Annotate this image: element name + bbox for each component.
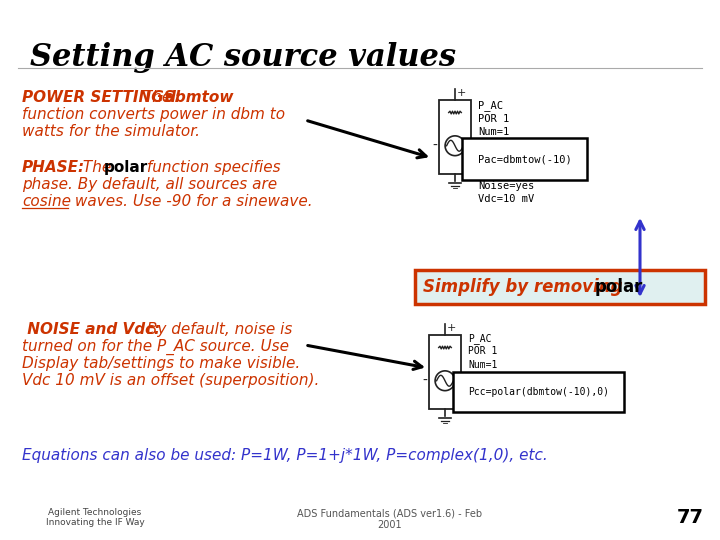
Text: function converts power in dbm to: function converts power in dbm to [22, 107, 285, 122]
Text: POR 1: POR 1 [468, 347, 498, 356]
Text: +: + [447, 323, 456, 333]
Text: Display tab/settings to make visible.: Display tab/settings to make visible. [22, 356, 300, 371]
Text: phase. By default, all sources are: phase. By default, all sources are [22, 177, 277, 192]
Text: -: - [432, 139, 437, 153]
Text: watts for the simulator.: watts for the simulator. [22, 124, 200, 139]
Text: PHASE:: PHASE: [22, 160, 85, 175]
Text: function specifies: function specifies [142, 160, 281, 175]
Bar [438, 100, 471, 174]
Text: Z=50 Ohm: Z=50 Ohm [468, 374, 515, 383]
Text: By default, noise is: By default, noise is [142, 322, 292, 337]
Text: ADS Fundamentals (ADS ver1.6) - Feb
2001: ADS Fundamentals (ADS ver1.6) - Feb 2001 [297, 508, 482, 530]
Text: Agilent Technologies
Innovating the IF Way: Agilent Technologies Innovating the IF W… [45, 508, 145, 528]
Text: The: The [78, 160, 116, 175]
Text: waves. Use -90 for a sinewave.: waves. Use -90 for a sinewave. [70, 194, 312, 209]
Text: The: The [138, 90, 176, 105]
Text: P_AC: P_AC [468, 333, 492, 344]
Text: polar: polar [595, 278, 644, 296]
Text: POWER SETTINGS:: POWER SETTINGS: [22, 90, 181, 105]
Text: Vdc 10 mV is an offset (superposition).: Vdc 10 mV is an offset (superposition). [22, 373, 320, 388]
Text: freq=freq: freq=freq [468, 401, 521, 410]
Text: cosine: cosine [22, 194, 71, 209]
Text: Equations can also be used: P=1W, P=1+j*1W, P=complex(1,0), etc.: Equations can also be used: P=1W, P=1+j*… [22, 448, 548, 463]
Text: P_AC: P_AC [478, 100, 503, 111]
Text: dbmtow: dbmtow [164, 90, 233, 105]
Text: Z=50 Ohm: Z=50 Ohm [478, 140, 528, 151]
Text: Noise=yes: Noise=yes [478, 181, 534, 191]
Text: +: + [456, 89, 466, 98]
Text: NOISE and Vdc:: NOISE and Vdc: [22, 322, 161, 337]
Text: -: - [422, 374, 427, 388]
FancyBboxPatch shape [415, 270, 705, 304]
Text: Setting AC source values: Setting AC source values [30, 42, 456, 73]
Text: 77: 77 [677, 508, 703, 527]
Bar [429, 335, 462, 409]
Text: Simplify by removing: Simplify by removing [423, 278, 629, 296]
Text: turned on for the P_AC source. Use: turned on for the P_AC source. Use [22, 339, 289, 355]
Text: Pcc=polar(dbmtow(-10),0): Pcc=polar(dbmtow(-10),0) [468, 387, 609, 397]
Text: Num=1: Num=1 [478, 127, 509, 137]
Text: Num=1: Num=1 [468, 360, 498, 370]
Text: polar: polar [104, 160, 148, 175]
Text: Vdc=10 mV: Vdc=10 mV [478, 194, 534, 205]
Text: POR 1: POR 1 [478, 113, 509, 124]
Text: freq=freq: freq=freq [478, 167, 534, 178]
Text: Pac=dbmtow(-10): Pac=dbmtow(-10) [478, 154, 572, 164]
